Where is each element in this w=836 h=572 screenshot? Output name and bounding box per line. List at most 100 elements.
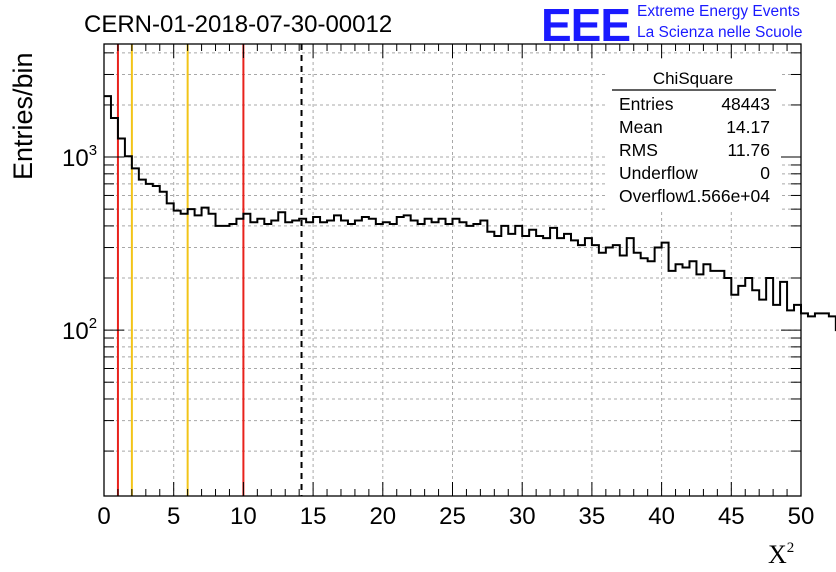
histogram-bin bbox=[773, 305, 780, 496]
histogram-bin bbox=[425, 219, 432, 496]
histogram-line bbox=[104, 95, 836, 332]
eee-logo: EEE bbox=[541, 0, 631, 51]
histogram-bin bbox=[808, 316, 815, 496]
histogram-bin bbox=[794, 305, 801, 496]
histogram-bin bbox=[606, 248, 613, 496]
histogram-bin bbox=[439, 219, 446, 496]
y-axis-label: Entries/bin bbox=[8, 52, 38, 180]
stats-label-mean: Mean bbox=[619, 117, 663, 137]
y-tick-label: 103 bbox=[62, 142, 97, 172]
histogram-bin bbox=[264, 224, 271, 496]
histogram-bin bbox=[466, 226, 473, 496]
histogram-bin bbox=[229, 224, 236, 496]
histogram-bin bbox=[676, 264, 683, 496]
histogram-bin bbox=[257, 219, 264, 496]
histogram-bin bbox=[717, 271, 724, 496]
histogram-bin bbox=[501, 226, 508, 496]
histogram-bin bbox=[216, 226, 223, 496]
stats-value-entries: 48443 bbox=[721, 94, 770, 114]
histogram-bin bbox=[459, 222, 466, 496]
histogram-bin bbox=[752, 290, 759, 496]
histogram-bin bbox=[613, 245, 620, 496]
histogram-bin bbox=[738, 286, 745, 496]
y-tick-label-base: 10 bbox=[62, 318, 89, 345]
y-tick-label-exponent: 3 bbox=[89, 142, 97, 159]
stats-box: ChiSquare Entries 48443 Mean 14.17 RMS 1… bbox=[608, 62, 780, 212]
histogram-bin bbox=[181, 214, 188, 496]
histogram-bin bbox=[299, 219, 306, 496]
histogram-bin bbox=[195, 215, 202, 496]
histogram-bin bbox=[139, 180, 146, 496]
histogram-bin bbox=[745, 278, 752, 496]
stats-label-entries: Entries bbox=[619, 94, 674, 114]
stats-title: ChiSquare bbox=[653, 69, 733, 88]
histogram-bin bbox=[683, 268, 690, 496]
histogram-bin bbox=[174, 211, 181, 496]
histogram-bin bbox=[411, 220, 418, 496]
x-tick-label: 15 bbox=[300, 503, 327, 530]
histogram-bin bbox=[515, 226, 522, 496]
histogram-bin bbox=[383, 222, 390, 496]
histogram-bin bbox=[648, 261, 655, 496]
histogram-bin bbox=[592, 245, 599, 496]
histogram-bin bbox=[689, 261, 696, 496]
histogram-bin bbox=[578, 245, 585, 496]
histogram-bin bbox=[390, 224, 397, 496]
logo-line-2: La Scienza nelle Scuole bbox=[637, 24, 803, 41]
histogram-bin bbox=[731, 295, 738, 496]
histogram-bin bbox=[487, 232, 494, 496]
histogram-bin bbox=[432, 222, 439, 496]
histogram-bin bbox=[766, 278, 773, 496]
histogram-bin bbox=[696, 274, 703, 496]
histogram-bin bbox=[627, 238, 634, 496]
histogram-bin bbox=[453, 219, 460, 496]
histogram-bin bbox=[243, 214, 250, 496]
histogram-bin bbox=[564, 234, 571, 496]
histogram-bin bbox=[160, 192, 167, 496]
x-axis-label-base: X bbox=[768, 540, 787, 569]
x-tick-label: 50 bbox=[788, 503, 815, 530]
histogram-bin bbox=[285, 222, 292, 496]
histogram-bin bbox=[536, 236, 543, 496]
histogram-bin bbox=[522, 236, 529, 496]
histogram-bin bbox=[557, 238, 564, 496]
histogram-bin bbox=[334, 215, 341, 496]
stats-label-rms: RMS bbox=[619, 140, 658, 160]
histogram-bin bbox=[348, 224, 355, 496]
histogram-bin bbox=[759, 300, 766, 496]
histogram-bin bbox=[222, 226, 229, 496]
x-tick-label: 30 bbox=[509, 503, 536, 530]
histogram-bin bbox=[376, 224, 383, 496]
x-axis-label: X2 bbox=[768, 540, 794, 569]
histogram-bin bbox=[146, 184, 153, 496]
histogram-bin bbox=[362, 217, 369, 496]
histogram-bin bbox=[355, 220, 362, 496]
histogram-bin bbox=[341, 220, 348, 496]
histogram-bin bbox=[111, 118, 118, 496]
stats-label-underflow: Underflow bbox=[619, 163, 698, 183]
histogram-bin bbox=[703, 264, 710, 496]
histogram-bin bbox=[132, 168, 139, 496]
histogram-bin bbox=[292, 220, 299, 496]
histogram-bin bbox=[446, 224, 453, 496]
histogram-bin bbox=[369, 219, 376, 496]
histogram-bin bbox=[418, 224, 425, 496]
histogram-series bbox=[104, 95, 836, 496]
histogram-bin bbox=[634, 253, 641, 496]
run-title: CERN-01-2018-07-30-00012 bbox=[84, 11, 393, 38]
histogram-bin bbox=[655, 248, 662, 496]
x-tick-label: 45 bbox=[718, 503, 745, 530]
histogram-bin bbox=[710, 271, 717, 496]
histogram-bin bbox=[271, 220, 278, 496]
histogram-bin bbox=[404, 215, 411, 496]
histogram-bin bbox=[104, 96, 111, 496]
grid bbox=[104, 44, 801, 496]
histogram-bin bbox=[620, 255, 627, 496]
x-tick-label: 40 bbox=[648, 503, 675, 530]
histogram-bin bbox=[236, 219, 243, 496]
histogram-bin bbox=[529, 230, 536, 496]
x-tick-label: 5 bbox=[167, 503, 180, 530]
stats-label-overflow: Overflow bbox=[619, 186, 688, 206]
